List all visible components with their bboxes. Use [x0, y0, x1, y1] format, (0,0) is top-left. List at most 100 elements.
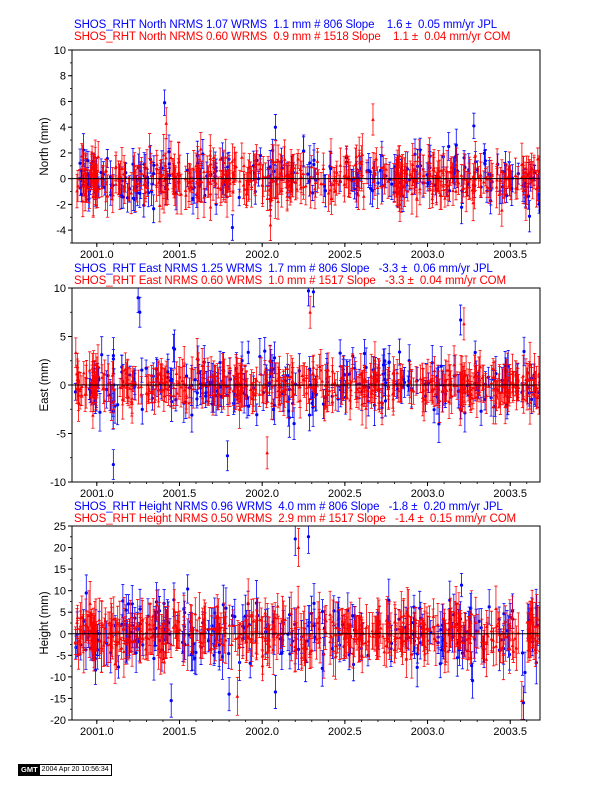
east-com-point — [118, 385, 122, 389]
height-com-point — [214, 636, 218, 640]
east-xtick-label: 2003.0 — [411, 488, 445, 500]
north-xtick-label: 2003.0 — [411, 249, 445, 261]
height-jpl-point — [230, 613, 235, 618]
height-com-point — [507, 646, 512, 650]
east-xtick-label: 2002.5 — [328, 488, 362, 500]
height-com-point — [156, 625, 161, 629]
height-com-point — [441, 616, 445, 620]
height-com-point — [213, 615, 218, 619]
north-jpl-point — [185, 168, 190, 172]
north-com-point — [331, 182, 335, 186]
height-jpl-point — [152, 656, 156, 661]
north-xtick-label: 2001.5 — [163, 249, 197, 261]
east-com-point — [257, 392, 262, 396]
east-com-point — [516, 379, 520, 384]
east-com-point — [396, 388, 401, 393]
height-jpl-point — [477, 619, 481, 623]
east-com-point — [81, 371, 86, 375]
height-com-point — [132, 638, 136, 643]
height-jpl-point — [120, 622, 124, 626]
north-com-point — [453, 174, 458, 178]
height-com-point — [128, 638, 133, 643]
north-com-point — [526, 173, 531, 177]
east-com-point — [309, 385, 314, 389]
east-com-point — [353, 378, 358, 382]
north-com-point — [263, 175, 268, 179]
east-jpl-point — [307, 413, 312, 417]
north-com-point — [337, 182, 341, 186]
east-com-point — [373, 358, 377, 362]
east-com-point — [222, 374, 227, 378]
north-com-point — [441, 170, 445, 175]
east-com-point — [226, 393, 230, 398]
north-com-point — [208, 181, 213, 185]
height-com-point — [267, 644, 272, 648]
north-com-point — [525, 184, 529, 189]
north-com-point — [423, 180, 427, 184]
north-com-point — [379, 183, 384, 188]
north-jpl-point — [483, 162, 487, 166]
east-com-point — [217, 392, 222, 396]
height-ytick-label: -5 — [56, 650, 66, 662]
north-com-point — [109, 185, 114, 189]
north-com-point — [276, 199, 280, 203]
height-com-point — [385, 619, 390, 624]
east-com-point — [289, 374, 293, 379]
north-jpl-point — [447, 144, 451, 149]
east-com-point — [179, 385, 183, 389]
east-com-point — [302, 378, 307, 382]
east-ytick-label: 0 — [60, 380, 66, 392]
east-com-point — [290, 369, 295, 374]
height-com-point — [275, 634, 279, 639]
east-com-point — [408, 379, 412, 383]
height-com-point — [427, 628, 432, 632]
east-com-point — [259, 372, 263, 376]
north-com-point — [500, 208, 504, 212]
north-com-point — [220, 182, 224, 186]
east-com-point — [468, 391, 473, 395]
east-com-point — [493, 386, 497, 390]
north-com-point — [163, 163, 168, 167]
east-com-point — [253, 387, 257, 391]
east-com-point — [418, 376, 423, 381]
north-com-point — [211, 178, 215, 182]
north-ytick-label: -4 — [56, 225, 66, 237]
height-com-point — [302, 626, 307, 630]
height-ytick-label: 25 — [54, 521, 66, 533]
north-com-point — [524, 205, 528, 209]
height-com-point — [249, 636, 254, 640]
east-com-point — [156, 372, 160, 376]
north-jpl-point — [237, 195, 241, 200]
east-com-point — [227, 389, 232, 394]
height-ytick-label: -20 — [50, 715, 66, 727]
north-com-point — [446, 183, 450, 188]
north-com-point — [502, 183, 506, 187]
north-com-point — [231, 179, 235, 184]
east-ylabel: East (mm) — [39, 358, 51, 411]
height-jpl-point — [212, 653, 216, 657]
north-com-point — [438, 193, 443, 197]
north-com-point — [487, 186, 491, 190]
height-jpl-point — [286, 632, 290, 636]
east-com-point — [187, 400, 191, 405]
height-com-point — [461, 640, 465, 644]
height-com-point — [494, 644, 498, 648]
height-com-point — [334, 643, 338, 648]
north-com-point — [282, 157, 287, 161]
height-com-point — [431, 624, 435, 629]
east-jpl-point — [383, 359, 387, 363]
east-com-point — [231, 388, 236, 392]
north-com-point — [529, 166, 534, 170]
east-com-point — [200, 390, 204, 395]
height-com-point — [337, 627, 342, 631]
north-com-point — [159, 173, 164, 178]
height-com-point — [331, 648, 336, 653]
height-com-point — [387, 639, 392, 643]
height-com-point — [146, 636, 150, 640]
height-com-point — [310, 623, 315, 627]
east-com-point — [91, 369, 96, 374]
height-com-point — [144, 634, 148, 638]
east-com-point — [156, 387, 161, 392]
north-com-point — [132, 169, 137, 173]
north-com-point — [354, 181, 358, 185]
